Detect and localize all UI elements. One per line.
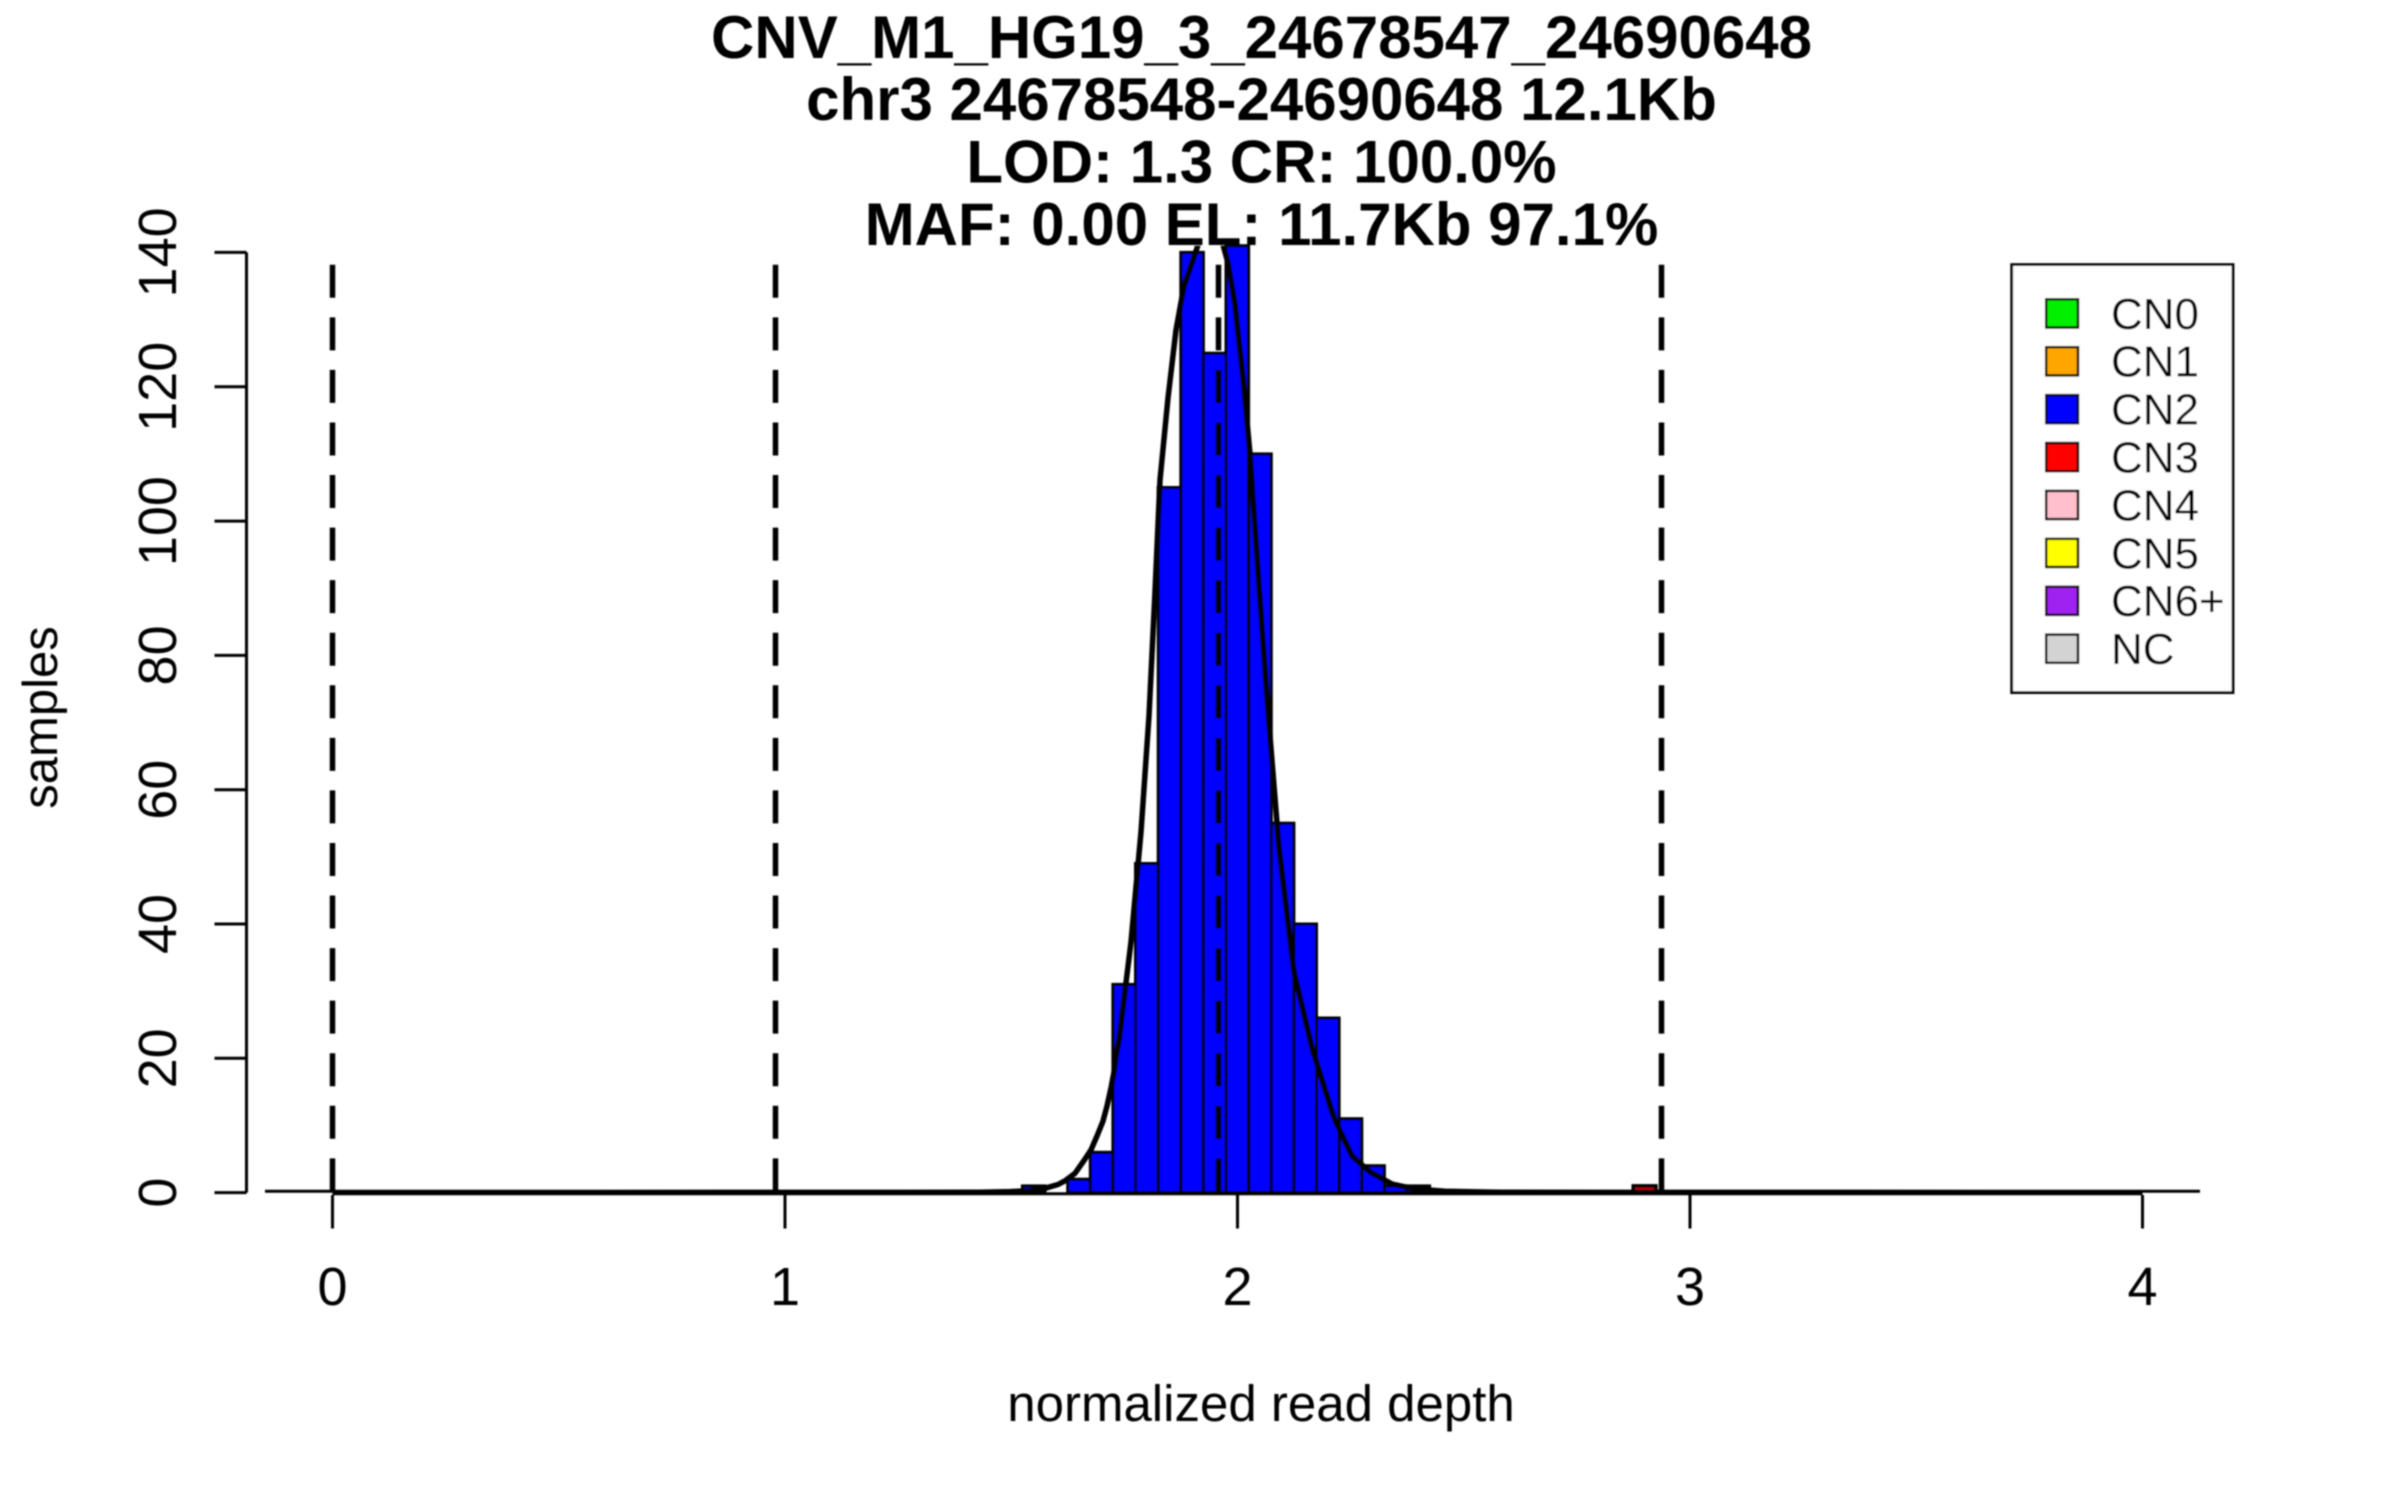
svg-text:20: 20	[128, 1028, 188, 1088]
svg-text:CN0: CN0	[2111, 290, 2199, 339]
svg-text:CNV_M1_HG19_3_24678547_2469064: CNV_M1_HG19_3_24678547_24690648	[711, 4, 1812, 71]
svg-text:4: 4	[2127, 1257, 2157, 1317]
svg-text:CN1: CN1	[2111, 338, 2199, 387]
svg-text:140: 140	[128, 207, 188, 297]
svg-text:CN4: CN4	[2111, 481, 2199, 530]
svg-text:0: 0	[128, 1178, 188, 1208]
svg-text:LOD: 1.3 CR: 100.0%: LOD: 1.3 CR: 100.0%	[966, 129, 1556, 196]
svg-text:CN6+: CN6+	[2111, 577, 2225, 626]
svg-text:100: 100	[128, 476, 188, 566]
svg-text:normalized read depth: normalized read depth	[1007, 1375, 1515, 1432]
svg-text:120: 120	[128, 342, 188, 432]
svg-text:40: 40	[128, 894, 188, 954]
svg-text:60: 60	[128, 760, 188, 820]
svg-text:80: 80	[128, 625, 188, 685]
svg-text:chr3 24678548-24690648 12.1Kb: chr3 24678548-24690648 12.1Kb	[806, 66, 1717, 133]
svg-text:CN2: CN2	[2111, 386, 2199, 435]
svg-text:CN5: CN5	[2111, 529, 2199, 578]
svg-text:2: 2	[1222, 1257, 1252, 1317]
svg-text:3: 3	[1675, 1257, 1705, 1317]
svg-text:samples: samples	[14, 626, 68, 808]
svg-text:0: 0	[317, 1257, 347, 1317]
svg-text:NC: NC	[2111, 625, 2175, 674]
svg-text:1: 1	[770, 1257, 800, 1317]
svg-text:MAF: 0.00 EL: 11.7Kb 97.1%: MAF: 0.00 EL: 11.7Kb 97.1%	[865, 191, 1659, 258]
svg-text:CN3: CN3	[2111, 434, 2199, 483]
